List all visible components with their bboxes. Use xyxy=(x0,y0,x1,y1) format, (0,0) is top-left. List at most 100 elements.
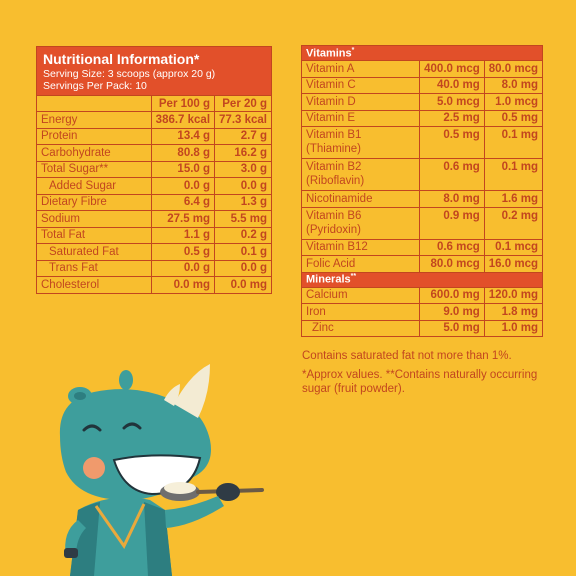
nutrient-label: Total Fat xyxy=(36,226,152,244)
table-row: Vitamin B12 0.6 mcg 0.1 mcg xyxy=(300,238,544,256)
value-per-100g: 600.0 mg xyxy=(419,286,485,304)
table-row: Total Sugar** 15.0 g 3.0 g xyxy=(36,160,272,178)
minerals-header-mark: ** xyxy=(350,273,357,281)
value-per-100g: 27.5 mg xyxy=(150,210,216,228)
table-row: Zinc 5.0 mg 1.0 mg xyxy=(300,319,544,337)
table-row: Added Sugar 0.0 g 0.0 g xyxy=(36,177,272,195)
vitamin-label: Vitamin D xyxy=(300,93,421,111)
table-row: Dietary Fibre 6.4 g 1.3 g xyxy=(36,193,272,211)
vitamin-label: Folic Acid xyxy=(300,255,421,273)
value-per-20g: 0.0 g xyxy=(214,177,272,195)
table-row: Vitamin E 2.5 mg 0.5 mg xyxy=(300,109,544,127)
serving-size: Serving Size: 3 scoops (approx 20 g) xyxy=(43,68,216,80)
value-per-20g: 2.7 g xyxy=(214,127,272,145)
table-row: Calcium 600.0 mg 120.0 mg xyxy=(300,286,544,304)
value-per-100g: 0.5 mg xyxy=(419,126,485,159)
vitamin-label: Vitamin B2 (Riboflavin) xyxy=(300,158,421,191)
table-row: Vitamin C 40.0 mg 8.0 mg xyxy=(300,76,544,94)
value-per-20g: 0.0 mg xyxy=(214,276,272,294)
minerals-header-label: Minerals xyxy=(306,273,351,286)
rhino-mascot-eating-icon xyxy=(59,364,264,576)
column-header-per-100g: Per 100 g xyxy=(150,95,216,112)
table-row: Vitamin B2 (Riboflavin) 0.6 mg 0.1 mg xyxy=(300,158,544,191)
value-per-100g: 80.0 mcg xyxy=(419,255,485,273)
value-per-100g: 0.0 mg xyxy=(150,276,216,294)
table-row: Cholesterol 0.0 mg 0.0 mg xyxy=(36,276,272,294)
vitamin-subname: (Thiamine) xyxy=(306,143,361,155)
vitamin-label: Vitamin A xyxy=(300,60,421,78)
value-per-100g: 13.4 g xyxy=(150,127,216,145)
vitamins-header-mark: * xyxy=(351,46,355,54)
value-per-100g: 0.6 mg xyxy=(419,158,485,191)
value-per-20g: 0.1 mg xyxy=(483,126,544,159)
value-per-20g: 16.0 mcg xyxy=(483,255,544,273)
value-per-100g: 386.7 kcal xyxy=(150,111,216,129)
value-per-20g: 0.1 mg xyxy=(483,158,544,191)
nutrient-label: Trans Fat xyxy=(36,259,152,277)
value-per-100g: 0.0 g xyxy=(150,177,216,195)
value-per-20g: 1.6 mg xyxy=(483,190,544,208)
value-per-100g: 80.8 g xyxy=(150,144,216,162)
value-per-20g: 1.0 mcg xyxy=(483,93,544,111)
value-per-20g: 0.1 g xyxy=(214,243,272,261)
value-per-100g: 15.0 g xyxy=(150,160,216,178)
value-per-20g: 1.0 mg xyxy=(483,319,544,337)
vitamin-label: Vitamin B6 (Pyridoxin) xyxy=(300,206,421,240)
nutrient-label: Added Sugar xyxy=(36,177,152,195)
value-per-20g: 3.0 g xyxy=(214,160,272,178)
mineral-label: Calcium xyxy=(300,286,421,304)
column-header-blank xyxy=(36,95,152,112)
nutrient-label: Dietary Fibre xyxy=(36,193,152,211)
value-per-100g: 400.0 mcg xyxy=(419,60,485,78)
vitamin-name: Vitamin B1 xyxy=(306,129,362,141)
vitamins-header: Vitamins* xyxy=(301,45,543,61)
nutrient-label: Saturated Fat xyxy=(36,243,152,261)
table-row: Vitamin B6 (Pyridoxin) 0.9 mg 0.2 mg xyxy=(300,206,544,240)
mineral-label: Zinc xyxy=(300,319,421,337)
vitamin-label: Nicotinamide xyxy=(300,190,421,208)
vitamin-label: Vitamin B1 (Thiamine) xyxy=(300,126,421,159)
mineral-label: Iron xyxy=(300,303,421,321)
nutrition-header: Nutritional Information* Serving Size: 3… xyxy=(36,46,272,96)
saturated-fat-note: Contains saturated fat not more than 1%. xyxy=(302,350,512,362)
table-row: Vitamin D 5.0 mcg 1.0 mcg xyxy=(300,93,544,111)
value-per-100g: 40.0 mg xyxy=(419,76,485,94)
nutrient-label: Sodium xyxy=(36,210,152,228)
value-per-100g: 0.5 g xyxy=(150,243,216,261)
value-per-100g: 0.9 mg xyxy=(419,206,485,240)
value-per-100g: 6.4 g xyxy=(150,193,216,211)
value-per-20g: 0.5 mg xyxy=(483,109,544,127)
vitamin-subname: (Pyridoxin) xyxy=(306,223,361,236)
vitamin-label: Vitamin C xyxy=(300,76,421,94)
table-row: Vitamin B1 (Thiamine) 0.5 mg 0.1 mg xyxy=(300,126,544,159)
nutrient-label: Total Sugar** xyxy=(36,160,152,178)
table-row: Nicotinamide 8.0 mg 1.6 mg xyxy=(300,190,544,208)
value-per-20g: 1.3 g xyxy=(214,193,272,211)
nutrient-label: Cholesterol xyxy=(36,276,152,294)
table-row: Energy 386.7 kcal 77.3 kcal xyxy=(36,111,272,129)
value-per-20g: 5.5 mg xyxy=(214,210,272,228)
vitamin-label: Vitamin E xyxy=(300,109,421,127)
value-per-20g: 16.2 g xyxy=(214,144,272,162)
value-per-100g: 5.0 mg xyxy=(419,319,485,337)
nutrient-label: Energy xyxy=(36,111,152,129)
table-row: Carbohydrate 80.8 g 16.2 g xyxy=(36,144,272,162)
value-per-20g: 77.3 kcal xyxy=(214,111,272,129)
value-per-100g: 8.0 mg xyxy=(419,190,485,208)
value-per-100g: 2.5 mg xyxy=(419,109,485,127)
value-per-100g: 9.0 mg xyxy=(419,303,485,321)
footnote: *Approx values. **Contains naturally occ… xyxy=(302,369,538,395)
value-per-20g: 80.0 mcg xyxy=(483,60,544,78)
nutrition-title: Nutritional Information* xyxy=(43,51,200,67)
value-per-20g: 0.2 mg xyxy=(483,206,544,240)
value-per-20g: 0.1 mcg xyxy=(483,238,544,256)
value-per-100g: 5.0 mcg xyxy=(419,93,485,111)
nutrition-table: Nutritional Information* Serving Size: 3… xyxy=(36,46,272,294)
vitamins-header-label: Vitamins xyxy=(306,47,352,60)
value-per-20g: 120.0 mg xyxy=(483,286,544,304)
table-row: Sodium 27.5 mg 5.5 mg xyxy=(36,210,272,228)
value-per-100g: 1.1 g xyxy=(150,226,216,244)
nutrient-label: Protein xyxy=(36,127,152,145)
column-header-per-20g: Per 20 g xyxy=(214,95,272,112)
minerals-header: Minerals** xyxy=(301,271,543,288)
